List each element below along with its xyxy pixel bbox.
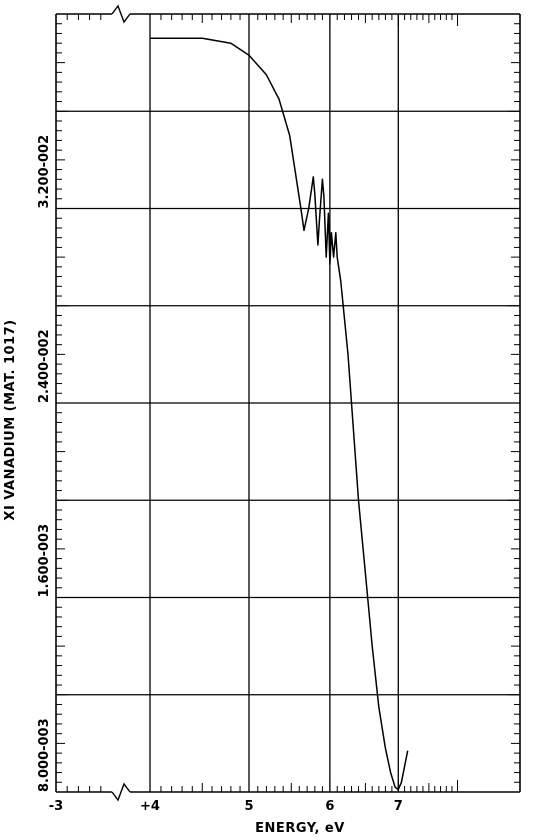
x-tick-label: +4 — [140, 799, 160, 814]
x-tick-label: 7 — [394, 799, 403, 814]
axis-break-bottom — [111, 782, 131, 802]
y-tick-label: 3.200-002 — [37, 135, 52, 209]
y-axis-title: XI VANADIUM (MAT. 1017) — [3, 319, 18, 520]
axis-ticks — [56, 13, 520, 793]
tick-labels: -3 +4 5 6 7 8.000-003 1.600-003 2.400-002 3.200-… — [37, 135, 403, 814]
grid — [56, 14, 520, 792]
series-line — [150, 37, 409, 791]
x-tick-label: 6 — [325, 799, 334, 814]
x-tick-label: 5 — [244, 799, 253, 814]
y-tick-label: 8.000-003 — [37, 718, 52, 792]
y-tick-label: 2.400-002 — [37, 329, 52, 403]
x-tick-label: -3 — [49, 799, 63, 814]
x-axis-title: ENERGY, eV — [255, 821, 345, 836]
axis-break-top — [111, 4, 131, 24]
series-layer — [150, 37, 409, 791]
y-tick-label: 1.600-003 — [37, 524, 52, 598]
